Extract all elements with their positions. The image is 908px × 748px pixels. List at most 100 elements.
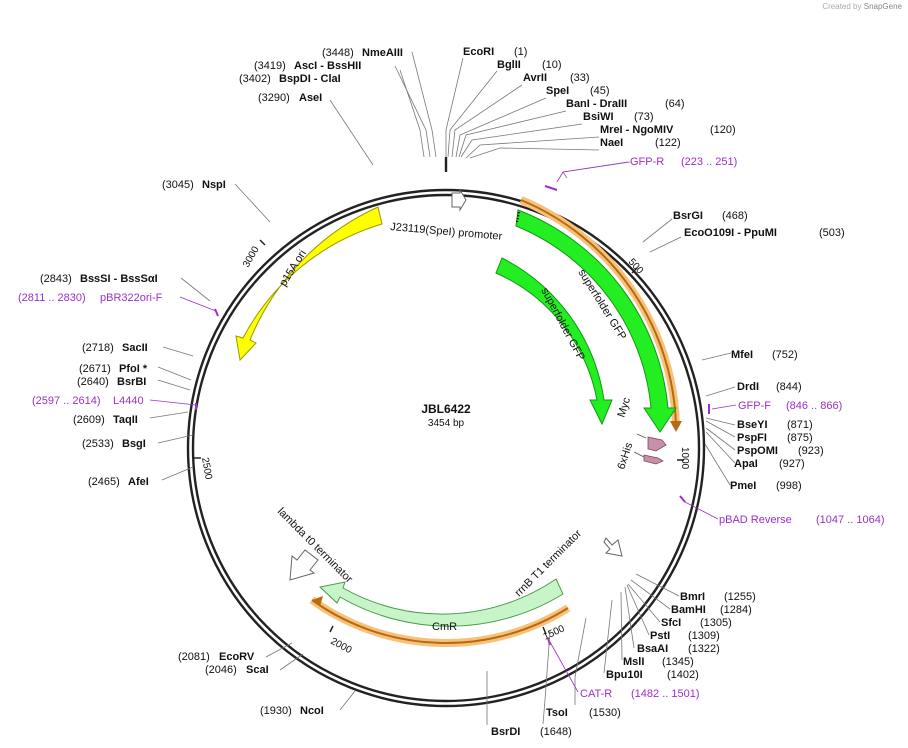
enzyme-sacii-pos: (2718) (82, 342, 114, 354)
enzyme-nspi-pos: (3045) (162, 179, 194, 191)
enzyme-bsiwi: BsiWI (583, 111, 614, 123)
cmr-arrow (318, 578, 564, 627)
enzyme-bglii-pos: (10) (542, 59, 562, 71)
enzyme-sfci-pos: (1305) (700, 617, 732, 629)
enzyme-bsrdi: BsrDI (491, 726, 520, 738)
enzyme-ecoo109i-ppumi: EcoO109I - PpuMI (684, 227, 777, 239)
enzyme-sfci: SfcI (661, 617, 681, 629)
enzyme-asci-bsshii-pos: (3419) (254, 60, 286, 72)
enzyme-bamhi-pos: (1284) (720, 604, 752, 616)
enzyme-pspomi-pos: (923) (798, 445, 824, 457)
enzyme-pmei: PmeI (730, 480, 756, 492)
primer-leaders (149, 161, 737, 693)
enzyme-pmei-pos: (998) (776, 480, 802, 492)
enzyme-ecori-pos: (1) (514, 46, 527, 58)
credit-brand: SnapGene (863, 2, 902, 11)
enzyme-bamhi: BamHI (671, 604, 706, 616)
tick-label: 3000 (241, 244, 262, 269)
primer-gfp-f-range: (846 .. 866) (786, 400, 842, 412)
plasmid-size: 3454 bp (428, 418, 465, 429)
enzyme-psti-pos: (1309) (688, 630, 720, 642)
enzyme-bsgi: BsgI (122, 438, 146, 450)
enzyme-bpu10i-pos: (1402) (667, 669, 699, 681)
enzyme-ecori: EcoRI (463, 46, 494, 58)
enzyme-bseyi: BseYI (737, 419, 768, 431)
cmr-primer-arrowhead (312, 596, 323, 606)
enzyme-asei: AseI (299, 92, 322, 104)
gfp-primer-band-line (520, 199, 677, 427)
enzyme-ncoi: NcoI (300, 705, 324, 717)
enzyme-bsrbi: BsrBI (117, 376, 146, 388)
enzyme-bmri-pos: (1255) (724, 591, 756, 603)
enzyme-bsrgi-pos: (468) (722, 210, 748, 222)
backbone-inner-strand (191, 193, 701, 703)
primer-mark-pbad (679, 495, 686, 503)
primer-pbad-reverse: pBAD Reverse (719, 514, 792, 526)
enzyme-mfei-pos: (752) (772, 349, 798, 361)
enzyme-sacii: SacII (122, 342, 148, 354)
primer-l4440-range: (2597 .. 2614) (32, 395, 101, 407)
enzyme-afei-pos: (2465) (88, 476, 120, 488)
enzyme-pspfi: PspFI (737, 432, 767, 444)
enzyme-mrei-ngomiv: MreI - NgoMIV (600, 124, 674, 136)
enzyme-apai: ApaI (734, 458, 758, 470)
primer-pbr322ori-f: pBR322ori-F (100, 292, 163, 304)
enzyme-naei-pos: (122) (655, 137, 681, 149)
p15a-ori-arrow (235, 206, 383, 362)
tick-1000: 1000 (677, 447, 690, 470)
enzyme-spei-pos: (45) (590, 85, 610, 97)
enzyme-pspomi: PspOMI (737, 445, 778, 457)
tick-3000: 3000 (241, 239, 266, 270)
enzyme-pfoi-pos: (2671) (79, 363, 111, 375)
enzyme-naei: NaeI (600, 137, 623, 149)
enzyme-ecorv-pos: (2081) (178, 651, 210, 663)
enzyme-msli: MslI (623, 656, 644, 668)
enzyme-bsaai-pos: (1322) (688, 643, 720, 655)
enzyme-bani-draiii-pos: (64) (665, 98, 685, 110)
primer-pbr322ori-f-range: (2811 .. 2830) (18, 292, 86, 304)
lambda-terminator-arrow (289, 549, 319, 581)
tick-label: 2000 (329, 636, 354, 656)
primer-l4440: L4440 (113, 395, 144, 407)
credit-prefix: Created by (822, 2, 862, 11)
feature-label-sfgfp-inner: superfolder GFP (538, 286, 586, 363)
enzyme-bglii: BglII (497, 59, 521, 71)
primer-gfp-r: GFP-R (630, 156, 664, 168)
enzyme-bsssi-pos: (2843) (40, 273, 72, 285)
feature-label-cmr: CmR (432, 621, 457, 633)
enzyme-bsssi: BssSI - BssSαI (80, 273, 158, 285)
primer-mark-pbr322 (214, 308, 219, 317)
myc-tag (647, 436, 667, 452)
cmr-primer-band-line (311, 599, 569, 644)
enzyme-bani-draiii: BanI - DraIII (566, 98, 627, 110)
superfolder-gfp-outer-arrow (515, 209, 677, 433)
snapgene-credit: Created by SnapGene (822, 2, 902, 11)
rrnb-terminator-arrow (603, 537, 623, 557)
primer-mark-gfp-r (544, 185, 558, 191)
his-tag (643, 454, 664, 465)
enzyme-bseyi-pos: (871) (787, 419, 813, 431)
enzyme-bspdi-clai-pos: (3402) (239, 73, 271, 85)
his-leader (633, 451, 645, 458)
enzyme-avrii: AvrII (523, 72, 547, 84)
tick-label: 1000 (679, 447, 690, 470)
backbone-outer-strand (186, 188, 706, 708)
enzyme-bsaai: BsaAI (637, 643, 668, 655)
enzyme-drdi-pos: (844) (776, 381, 802, 393)
enzyme-taqii-pos: (2609) (73, 414, 105, 426)
enzyme-tsoi-pos: (1530) (589, 707, 621, 719)
enzyme-pfoi: PfoI * (119, 363, 148, 375)
gfp-primer-arrowhead (670, 421, 682, 432)
primer-pbad-reverse-range: (1047 .. 1064) (816, 514, 885, 526)
enzyme-bsrgi: BsrGI (673, 210, 703, 222)
enzyme-bmri: BmrI (680, 591, 705, 603)
tick-2500: 2500 (194, 457, 214, 481)
myc-leader (636, 433, 647, 439)
primer-cat-r: CAT-R (580, 688, 612, 700)
enzyme-apai-pos: (927) (779, 458, 805, 470)
tick-label: 1500 (542, 623, 567, 643)
feature-label-promoter: J23119(SpeI) promoter (390, 221, 503, 243)
enzyme-nspi: NspI (202, 179, 226, 191)
superfolder-gfp-inner-arrow (495, 257, 613, 426)
